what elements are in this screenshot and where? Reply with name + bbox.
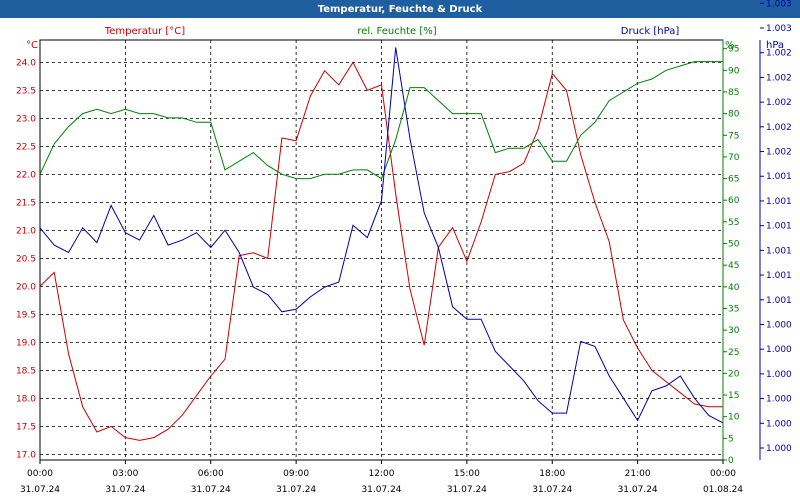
tick-label-pressure: 1.000 bbox=[766, 320, 792, 330]
tick-label-date: 31.07.24 bbox=[20, 485, 60, 495]
tick-label-humidity: 90 bbox=[728, 66, 740, 76]
tick-label-pressure: 1.000 bbox=[766, 345, 792, 355]
tick-label-pressure: 1.001 bbox=[766, 197, 792, 207]
tick-label-pressure: 1.003 bbox=[766, 0, 792, 9]
tick-label-date: 01.08.24 bbox=[703, 485, 743, 495]
series-label-2: Druck [hPa] bbox=[621, 26, 680, 37]
tick-label-time: 09:00 bbox=[283, 469, 309, 479]
tick-label-humidity: 45 bbox=[728, 261, 739, 271]
tick-label-humidity: 5 bbox=[728, 434, 734, 444]
tick-label-pressure: 1.000 bbox=[766, 370, 792, 380]
tick-label-time: 12:00 bbox=[369, 469, 395, 479]
tick-label-time: 03:00 bbox=[112, 469, 138, 479]
tick-label-humidity: 80 bbox=[728, 110, 740, 120]
tick-label-humidity: 15 bbox=[728, 391, 739, 401]
tick-label-pressure: 1.000 bbox=[766, 395, 792, 405]
tick-label-date: 31.07.24 bbox=[361, 485, 401, 495]
series-line-1 bbox=[39, 61, 723, 180]
tick-label-date: 31.07.24 bbox=[532, 485, 572, 495]
tick-label-temperature: 18.5 bbox=[16, 366, 36, 376]
axis-x-time: 00:00 31.07.24 03:00 31.07.24 06:00 31.07.24 0… bbox=[20, 460, 743, 495]
tick-label-temperature: 22.0 bbox=[16, 170, 36, 180]
series-line-0 bbox=[39, 61, 723, 441]
series-labels: Temperatur [°C] rel. Feuchte [%] Druck [hP… bbox=[104, 26, 680, 37]
tick-label-time: 06:00 bbox=[198, 469, 224, 479]
tick-label-humidity: 75 bbox=[728, 131, 739, 141]
tick-label-time: 15:00 bbox=[454, 469, 480, 479]
tick-label-pressure: 1.001 bbox=[766, 172, 792, 182]
tick-label-pressure: 1.002 bbox=[766, 148, 792, 158]
series-lines bbox=[39, 47, 724, 441]
tick-label-pressure: 1.001 bbox=[766, 246, 792, 256]
tick-label-time: 21:00 bbox=[625, 469, 651, 479]
tick-label-pressure: 1.002 bbox=[766, 98, 792, 108]
tick-label-temperature: 22.5 bbox=[16, 142, 36, 152]
tick-label-pressure: 1.002 bbox=[766, 123, 792, 133]
tick-label-temperature: 18.0 bbox=[16, 394, 36, 404]
tick-label-temperature: 20.0 bbox=[16, 282, 36, 292]
tick-label-humidity: 85 bbox=[728, 88, 739, 98]
tick-label-pressure: 1.001 bbox=[766, 271, 792, 281]
axis-right-pressure: hPa 1.000 1.000 1.000 1.000 1.000 1.000 1.001 1.… bbox=[759, 0, 792, 460]
series-label-0: Temperatur [°C] bbox=[104, 26, 185, 37]
tick-label-date: 31.07.24 bbox=[447, 485, 487, 495]
tick-label-humidity: 95 bbox=[728, 45, 739, 55]
tick-label-humidity: 50 bbox=[728, 240, 740, 250]
tick-label-humidity: 65 bbox=[728, 175, 739, 185]
tick-label-pressure: 1.002 bbox=[766, 73, 792, 83]
tick-label-humidity: 30 bbox=[728, 326, 740, 336]
axis-unit-pressure: hPa bbox=[766, 40, 784, 51]
tick-label-pressure: 1.002 bbox=[766, 49, 792, 59]
axis-left-temperature: °C 17.0 17.5 18.0 18.5 19.0 19.5 20.0 20.5 21.0 21… bbox=[16, 40, 38, 460]
tick-label-humidity: 10 bbox=[728, 413, 740, 423]
tick-label-time: 18:00 bbox=[539, 469, 565, 479]
tick-label-date: 31.07.24 bbox=[191, 485, 231, 495]
tick-label-time: 00:00 bbox=[27, 469, 53, 479]
axis-unit-humidity: % bbox=[725, 40, 735, 51]
tick-label-pressure: 1.001 bbox=[766, 296, 792, 306]
tick-label-date: 31.07.24 bbox=[618, 485, 658, 495]
tick-label-humidity: 70 bbox=[728, 153, 740, 163]
tick-label-pressure: 1.000 bbox=[766, 444, 792, 454]
tick-label-temperature: 17.5 bbox=[16, 422, 36, 432]
tick-label-pressure: 1.000 bbox=[766, 419, 792, 429]
series-label-1: rel. Feuchte [%] bbox=[357, 26, 436, 37]
tick-label-date: 31.07.24 bbox=[105, 485, 145, 495]
tick-label-humidity: 60 bbox=[728, 196, 740, 206]
tick-label-temperature: 20.5 bbox=[16, 254, 36, 264]
tick-label-humidity: 0 bbox=[728, 456, 734, 466]
tick-label-time: 00:00 bbox=[710, 469, 736, 479]
series-line-2 bbox=[39, 47, 724, 424]
tick-label-temperature: 19.5 bbox=[16, 310, 36, 320]
tick-label-temperature: 24.0 bbox=[16, 58, 36, 68]
axis-right-humidity: % 0 5 10 15 20 25 30 35 40 45 50 55 60 65 70 75 80 85 90 95 bbox=[722, 40, 740, 466]
chart-title: Temperatur, Feuchte & Druck bbox=[0, 0, 800, 18]
axis-unit-temperature: °C bbox=[26, 40, 38, 51]
tick-label-humidity: 25 bbox=[728, 348, 739, 358]
tick-label-temperature: 21.0 bbox=[16, 226, 36, 236]
tick-label-humidity: 55 bbox=[728, 218, 739, 228]
tick-label-humidity: 35 bbox=[728, 304, 739, 314]
tick-label-pressure: 1.001 bbox=[766, 222, 792, 232]
tick-label-temperature: 21.5 bbox=[16, 198, 36, 208]
tick-label-temperature: 19.0 bbox=[16, 338, 36, 348]
tick-label-date: 31.07.24 bbox=[276, 485, 316, 495]
tick-label-pressure: 1.003 bbox=[766, 24, 792, 34]
tick-label-temperature: 17.0 bbox=[16, 450, 36, 460]
tick-label-humidity: 40 bbox=[728, 283, 740, 293]
tick-label-temperature: 23.5 bbox=[16, 86, 36, 96]
tick-label-temperature: 23.0 bbox=[16, 114, 36, 124]
tick-label-humidity: 20 bbox=[728, 369, 740, 379]
grid bbox=[40, 40, 723, 460]
